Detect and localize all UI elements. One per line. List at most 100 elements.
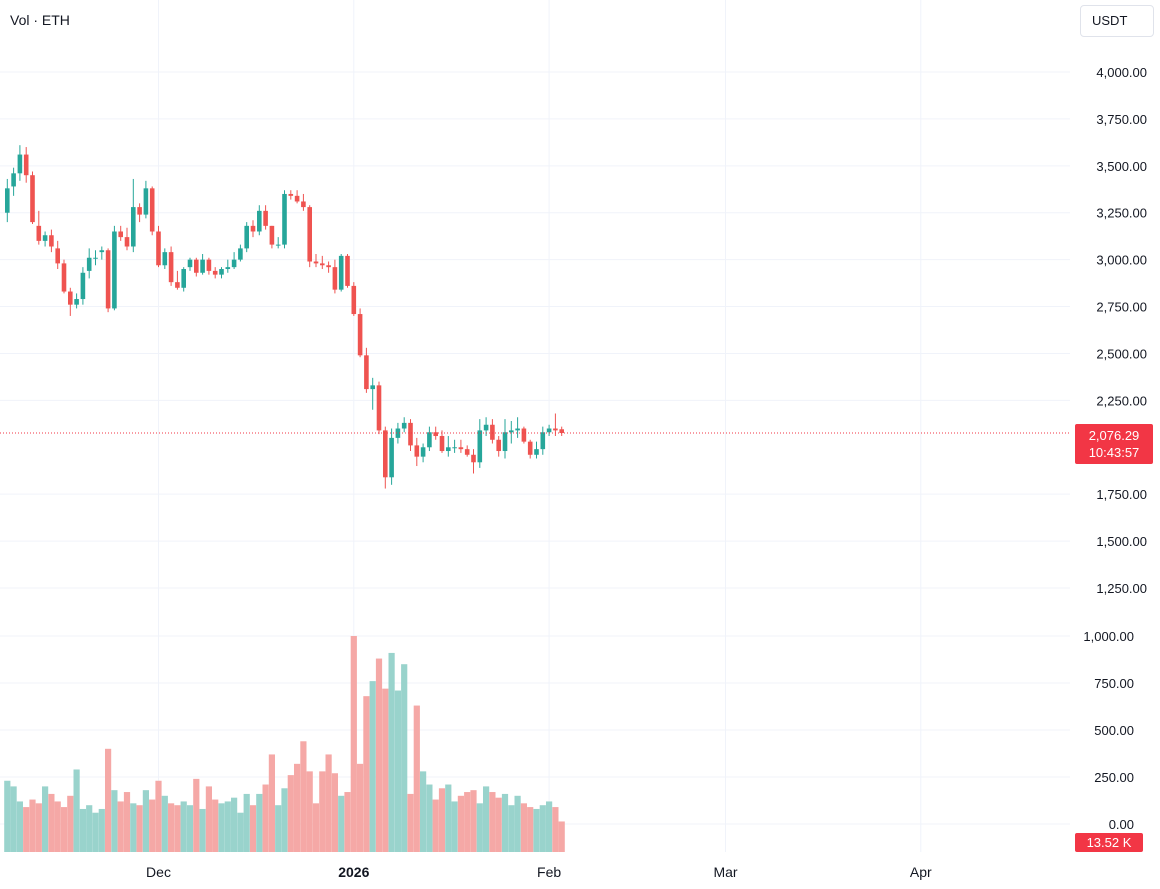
candle-body	[175, 282, 180, 288]
candle-body	[338, 255, 344, 290]
candle-body	[307, 207, 312, 262]
volume-bar	[464, 792, 471, 852]
candle-body	[496, 439, 501, 452]
volume-bar	[520, 803, 527, 852]
volume-bar	[256, 793, 263, 852]
volume-bar	[483, 786, 490, 852]
candle-body	[61, 263, 67, 292]
candle-body	[420, 447, 426, 457]
candle-body	[80, 272, 86, 300]
volume-axis[interactable]: 1,000.00 750.00 500.00 250.00 0.00	[1083, 629, 1134, 832]
volume-bar	[476, 803, 483, 852]
candlesticks	[5, 145, 564, 489]
price-tick-label: 3,500.00	[1096, 159, 1147, 174]
candle-body	[68, 291, 73, 305]
volume-bar	[514, 795, 521, 852]
candle-body	[408, 422, 413, 446]
volume-bar	[35, 803, 42, 852]
volume-bar	[312, 803, 320, 852]
volume-bar	[350, 636, 357, 852]
time-tick-label: Mar	[713, 864, 737, 880]
candle-body	[93, 257, 98, 259]
volume-bar	[432, 799, 439, 852]
price-tick-label: 1,500.00	[1096, 534, 1147, 549]
candle-body	[320, 263, 325, 266]
volume-bar	[287, 775, 294, 852]
volume-bar	[533, 808, 540, 852]
candle-body	[376, 385, 382, 431]
candle-body	[483, 424, 489, 431]
volume-bar	[199, 808, 206, 852]
price-tick-label: 4,000.00	[1096, 65, 1147, 80]
candle-body	[395, 428, 401, 438]
candle-body	[332, 267, 338, 290]
volume-bar	[420, 771, 427, 852]
volume-bar	[495, 797, 502, 852]
candle-body	[238, 248, 243, 260]
candle-body	[490, 424, 495, 440]
volume-bar	[401, 664, 408, 852]
volume-bar	[54, 801, 61, 852]
candle-body	[105, 250, 111, 309]
volume-bar	[136, 805, 143, 852]
candle-body	[30, 175, 35, 223]
volume-bar	[407, 793, 414, 852]
volume-bar	[161, 795, 168, 852]
candle-body	[471, 454, 476, 463]
volume-bar	[369, 681, 376, 852]
candle-body	[257, 210, 262, 232]
candle-body	[17, 154, 23, 174]
volume-bar	[111, 790, 118, 852]
volume-bar	[16, 801, 23, 852]
volume-bar	[325, 754, 332, 852]
volume-bar	[294, 763, 301, 852]
price-tick-label: 2,250.00	[1096, 393, 1147, 408]
volume-bar	[237, 812, 244, 852]
time-tick-label: 2026	[338, 864, 369, 880]
volume-bar	[262, 784, 269, 852]
volume-bar	[10, 786, 17, 852]
volume-bar	[193, 778, 200, 852]
candle-body	[23, 154, 29, 176]
candle-body	[288, 193, 294, 196]
candle-body	[156, 231, 161, 266]
volume-bar	[149, 799, 156, 852]
candle-body	[326, 265, 331, 268]
volume-bar	[60, 807, 68, 852]
volume-bar	[319, 771, 326, 852]
candle-body	[11, 173, 16, 187]
currency-selector-button[interactable]: USDT	[1080, 5, 1154, 37]
candle-body	[433, 432, 438, 437]
candle-body	[458, 447, 464, 450]
candle-body	[275, 244, 281, 246]
volume-bar	[29, 799, 36, 852]
candle-body	[149, 188, 155, 232]
candle-body	[74, 299, 79, 305]
volume-bar	[142, 790, 149, 852]
candle-body	[143, 188, 149, 215]
candle-body	[383, 430, 388, 478]
volume-tick-label: 0.00	[1109, 817, 1134, 832]
candle-countdown: 10:43:57	[1088, 445, 1140, 460]
volume-bar	[205, 786, 212, 852]
price-tick-label: 1,250.00	[1096, 581, 1147, 596]
volume-bar	[73, 769, 80, 852]
candle-body	[137, 207, 142, 215]
candle-body	[401, 422, 407, 429]
volume-bar	[300, 741, 307, 852]
volume-bar	[344, 792, 351, 852]
volume-bar	[98, 808, 105, 852]
volume-bar	[357, 763, 364, 852]
volume-bar	[306, 771, 313, 852]
price-axis[interactable]: 4,000.00 3,750.00 3,500.00 3,250.00 3,000.00…	[1096, 65, 1147, 596]
time-axis[interactable]: Dec 2026 Feb Mar Apr	[146, 864, 932, 880]
candle-body	[546, 428, 552, 433]
volume-bar	[363, 696, 370, 852]
candle-body	[301, 201, 306, 208]
volume-tick-label: 500.00	[1094, 723, 1134, 738]
volume-bar	[388, 652, 395, 852]
candle-body	[389, 437, 394, 478]
last-price-value: 2,076.29	[1088, 428, 1140, 443]
volume-bar	[382, 688, 389, 852]
